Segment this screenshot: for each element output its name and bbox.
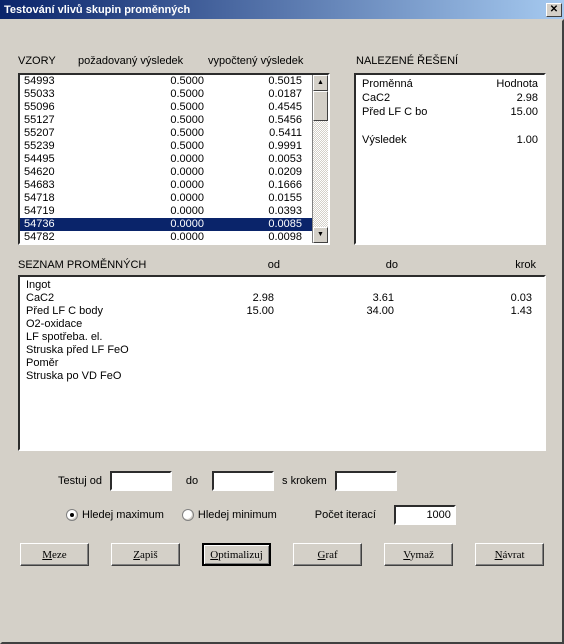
lbl-skrokem: s krokem [282,475,327,487]
radio-max[interactable]: Hledej maximum [66,509,164,521]
window-body: VZORY požadovaný výsledek vypočtený výsl… [0,19,564,644]
lbl-testuj-od: Testuj od [58,475,102,487]
table-row[interactable]: 552390.50000.9991 [20,140,312,153]
vars-title: SEZNAM PROMĚNNÝCH [18,259,208,271]
top-headers: VZORY požadovaný výsledek vypočtený výsl… [18,55,546,67]
vars-do: do [280,259,398,271]
hdr-nalezene: NALEZENÉ ŘEŠENÍ [356,55,458,67]
lbl-max: Hledej maximum [82,509,164,521]
list-item[interactable]: Struska před LF FeO [26,344,538,357]
table-row[interactable]: 547820.00000.0098 [20,231,312,244]
table-row[interactable]: 551270.50000.5456 [20,114,312,127]
button-row: Meze Zapiš Optimalizuj Graf Vymaž Návrat [18,543,546,566]
table-row[interactable]: 547180.00000.0155 [20,192,312,205]
scroll-up-icon[interactable]: ▲ [313,75,328,91]
list-item[interactable]: CaC22.983.610.03 [26,292,538,305]
titlebar: Testování vlivů skupin proměnných ✕ [0,0,564,19]
table-row[interactable]: 550960.50000.4545 [20,101,312,114]
hdr-pozadovany: požadovaný výsledek [78,55,208,67]
table-row[interactable]: 547360.00000.0085 [20,218,312,231]
input-krok[interactable] [335,471,397,491]
optimalizuj-button[interactable]: Optimalizuj [202,543,271,566]
sol-result-val: 1.00 [488,133,538,147]
table-row[interactable]: 549930.50000.5015 [20,75,312,88]
hdr-vzory: VZORY [18,55,78,67]
table-row[interactable]: 546830.00000.1666 [20,179,312,192]
vars-krok: krok [398,259,546,271]
table-row[interactable]: 546200.00000.0209 [20,166,312,179]
list-item: Před LF C bo15.00 [362,105,538,119]
sol-result-lbl: Výsledek [362,133,488,147]
list-item[interactable]: Před LF C body15.0034.001.43 [26,305,538,318]
lbl-min: Hledej minimum [198,509,277,521]
scroll-track[interactable] [313,121,328,227]
vars-listbox[interactable]: IngotCaC22.983.610.03Před LF C body15.00… [18,275,546,451]
close-icon[interactable]: ✕ [546,3,562,17]
vzory-listbox[interactable]: 549930.50000.5015550330.50000.0187550960… [18,73,330,245]
input-od[interactable] [110,471,172,491]
vymaz-button[interactable]: Vymaž [384,543,453,566]
scroll-down-icon[interactable]: ▼ [313,227,328,243]
zapis-button[interactable]: Zapiš [111,543,180,566]
hdr-vypocteny: vypočtený výsledek [208,55,303,67]
radio-dot-icon [182,509,194,521]
radio-min[interactable]: Hledej minimum [182,509,277,521]
table-row[interactable]: 550330.50000.0187 [20,88,312,101]
meze-button[interactable]: Meze [20,543,89,566]
vars-od: od [208,259,280,271]
list-item[interactable]: Ingot [26,279,538,292]
lbl-iter: Počet iterací [315,509,376,521]
table-row[interactable]: 547190.00000.0393 [20,205,312,218]
scrollbar[interactable]: ▲ ▼ [312,75,328,243]
sol-hdr-var: Proměnná [362,77,496,91]
options-row: Hledej maximum Hledej minimum Počet iter… [18,505,546,525]
sol-hdr-val: Hodnota [496,77,538,91]
table-row[interactable]: 544950.00000.0053 [20,153,312,166]
input-iter[interactable] [394,505,456,525]
table-row[interactable]: 552070.50000.5411 [20,127,312,140]
list-item[interactable]: Poměr [26,357,538,370]
test-range-row: Testuj od do s krokem [18,471,546,491]
vars-header: SEZNAM PROMĚNNÝCH od do krok [18,259,546,271]
solution-box: Proměnná Hodnota CaC22.98Před LF C bo15.… [354,73,546,245]
window-title: Testování vlivů skupin proměnných [4,4,546,16]
list-item[interactable]: LF spotřeba. el. [26,331,538,344]
scroll-thumb[interactable] [313,91,328,121]
navrat-button[interactable]: Návrat [475,543,544,566]
list-item[interactable]: O2-oxidace [26,318,538,331]
list-item[interactable]: Struska po VD FeO [26,370,538,383]
list-item: CaC22.98 [362,91,538,105]
radio-dot-icon [66,509,78,521]
lbl-do: do [180,475,204,487]
graf-button[interactable]: Graf [293,543,362,566]
input-do[interactable] [212,471,274,491]
